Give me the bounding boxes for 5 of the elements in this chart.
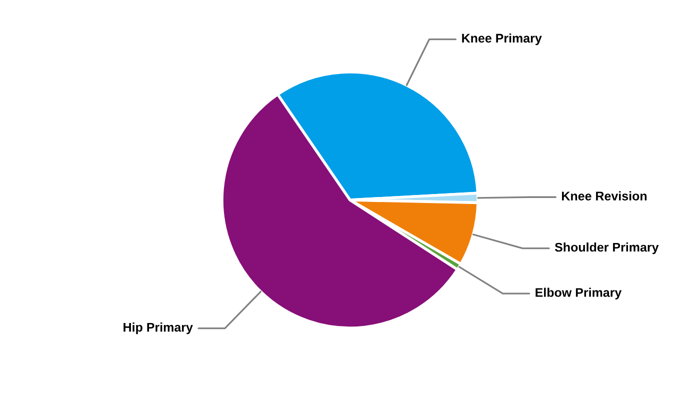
slice-label: Knee Revision [562,191,647,200]
slice-label: Knee Primary [462,33,542,46]
slice-label: Shoulder Primary [554,242,659,254]
slice-label: Hip Primary [124,322,193,334]
slice-label: Elbow Primary [536,288,622,300]
